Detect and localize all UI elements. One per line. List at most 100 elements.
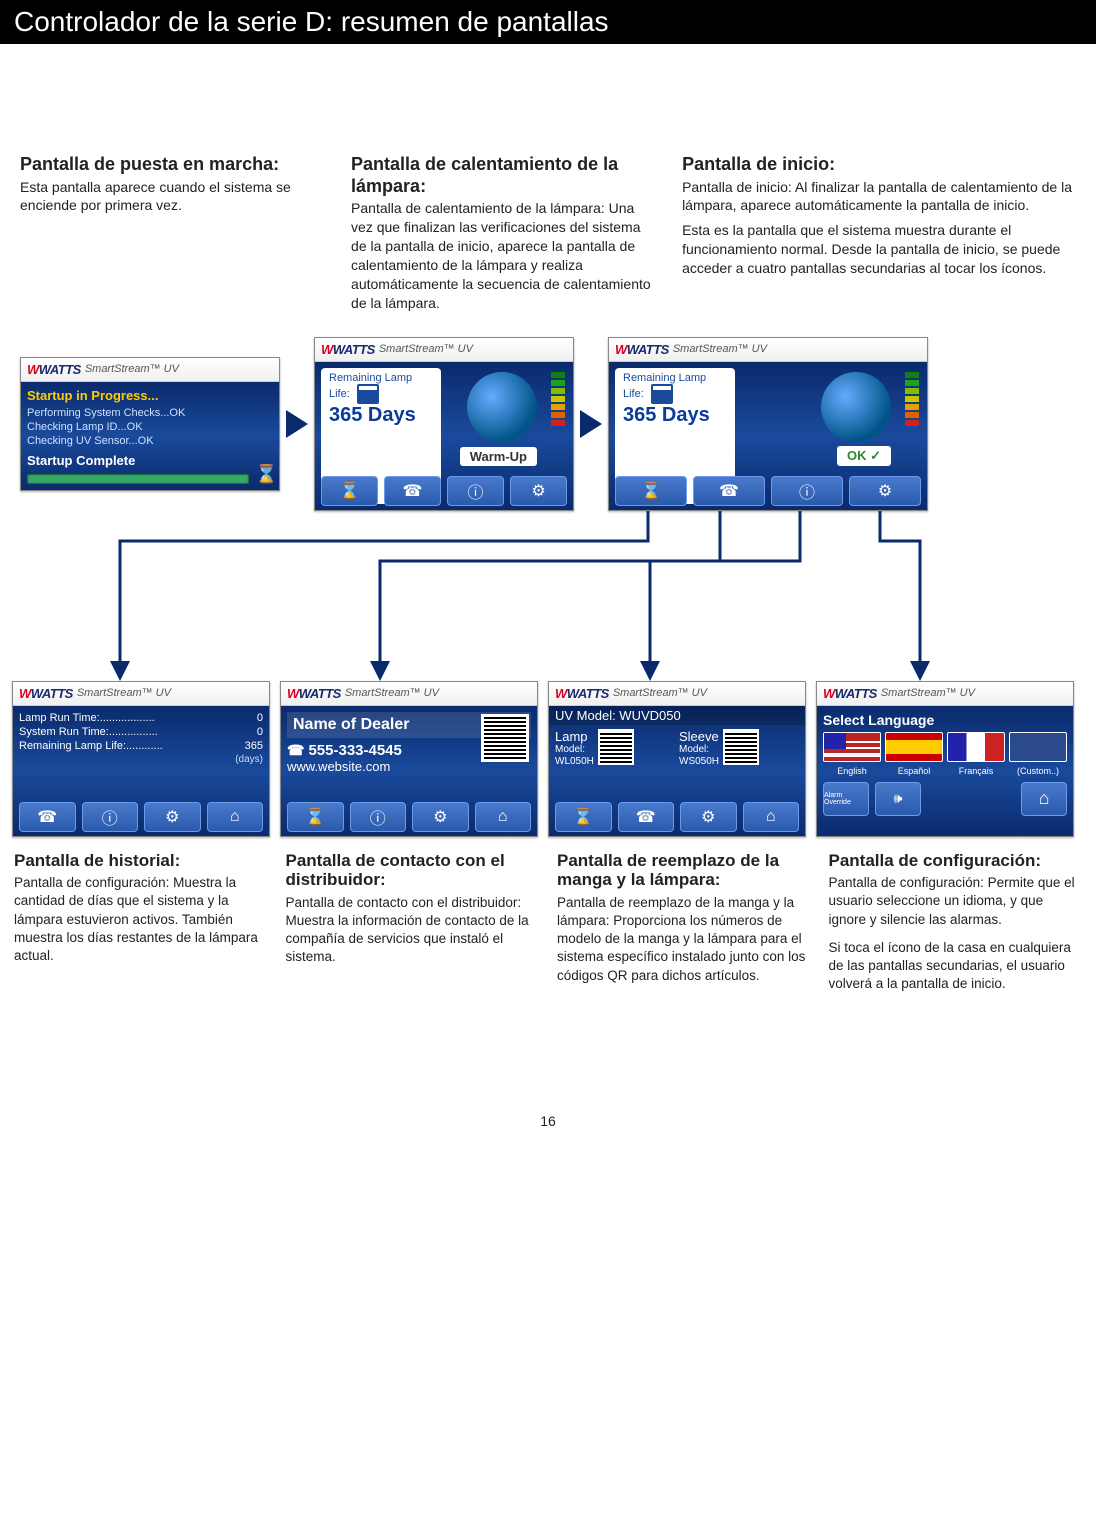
flag-custom[interactable] (1009, 732, 1067, 762)
flag-english[interactable] (823, 732, 881, 762)
home-description: Pantalla de inicio: Pantalla de inicio: … (682, 154, 1076, 319)
history-desc-text: Pantalla de configuración: Muestra la ca… (14, 874, 268, 965)
info-button[interactable]: ⓘ (82, 802, 139, 832)
history-unit: (days) (19, 754, 263, 765)
home-button[interactable]: ⌂ (475, 802, 532, 832)
alarm-override-button[interactable]: Alarm Override (823, 782, 869, 816)
icon-bar: ⌛ ⓘ ⚙ ⌂ (287, 802, 531, 832)
speaker-button[interactable]: 🕪 (875, 782, 921, 816)
startup-line: Checking UV Sensor...OK (27, 435, 273, 447)
progress-bar (27, 474, 249, 484)
history-row: Lamp Run Time:..................0 (19, 712, 263, 724)
history-row: Remaining Lamp Life:............365 (19, 740, 263, 752)
flow-connector-lines (20, 511, 1076, 691)
startup-complete: Startup Complete (27, 453, 273, 468)
startup-line: Checking Lamp ID...OK (27, 421, 273, 433)
hourglass-button[interactable]: ⌛ (321, 476, 378, 506)
startup-description: Pantalla de puesta en marcha: Esta panta… (20, 154, 323, 319)
select-language-title: Select Language (823, 712, 1067, 728)
settings-button[interactable]: ⚙ (849, 476, 921, 506)
screens-row-2: WWATTS SmartStream™ UV Lamp Run Time:...… (0, 681, 1096, 837)
hourglass-icon: ⌛ (255, 464, 273, 486)
product-name: SmartStream™ UV (379, 343, 473, 355)
uv-model-line: UV Model: WUVD050 (549, 706, 805, 725)
globe-icon (467, 372, 537, 442)
settings-button[interactable]: ⚙ (510, 476, 567, 506)
dealer-description: Pantalla de contacto con el distribuidor… (286, 851, 540, 1004)
watts-logo: WWATTS (27, 362, 81, 377)
config-screen-body: Select Language English Español Français… (817, 706, 1073, 836)
calendar-icon (357, 384, 379, 404)
hourglass-button[interactable]: ⌛ (287, 802, 344, 832)
dealer-screen-body: Name of Dealer 555-333-4545 www.website.… (281, 706, 537, 836)
phone-button[interactable]: ☎ (618, 802, 675, 832)
phone-button[interactable]: ☎ (693, 476, 765, 506)
icon-bar: ⌛ ☎ ⚙ ⌂ (555, 802, 799, 832)
settings-button[interactable]: ⚙ (144, 802, 201, 832)
product-name: SmartStream™ UV (85, 363, 179, 375)
uv-desc-text: Pantalla de reemplazo de la manga y la l… (557, 894, 811, 985)
lamp-model-col: LampModel:WL050H (555, 729, 675, 769)
arrow-right-icon (580, 410, 602, 438)
warmup-title: Pantalla de calentamiento de la lámpara: (351, 154, 654, 197)
warmup-description: Pantalla de calentamiento de la lámpara:… (351, 154, 654, 319)
watts-logo: WWATTS (321, 342, 375, 357)
globe-icon (821, 372, 891, 442)
screen-header: WWATTS SmartStream™ UV (315, 338, 573, 362)
warmup-screen-body: Remaining Lamp Life: 365 Days Warm-Up ⌛ … (315, 362, 573, 510)
dealer-screen: WWATTS SmartStream™ UV Name of Dealer 55… (280, 681, 538, 837)
startup-progress-title: Startup in Progress... (27, 388, 273, 403)
hourglass-button[interactable]: ⌛ (615, 476, 687, 506)
warmup-screen: WWATTS SmartStream™ UV Remaining Lamp Li… (314, 337, 574, 511)
icon-bar: ☎ ⓘ ⚙ ⌂ (19, 802, 263, 832)
warmup-text: Pantalla de calentamiento de la lámpara:… (351, 199, 654, 312)
signal-bars (551, 372, 565, 426)
startup-title: Pantalla de puesta en marcha: (20, 154, 323, 176)
settings-button[interactable]: ⚙ (680, 802, 737, 832)
lamp-life-days: 365 Days (329, 404, 433, 427)
home-button[interactable]: ⌂ (743, 802, 800, 832)
product-name: SmartStream™ UV (673, 343, 767, 355)
icon-bar: ⌛ ☎ ⓘ ⚙ (615, 476, 921, 506)
startup-line: Performing System Checks...OK (27, 407, 273, 419)
settings-button[interactable]: ⚙ (412, 802, 469, 832)
uv-desc-title: Pantalla de reemplazo de la manga y la l… (557, 851, 811, 890)
bottom-descriptions-row: Pantalla de historial: Pantalla de confi… (0, 837, 1096, 1004)
info-button[interactable]: ⓘ (350, 802, 407, 832)
phone-button[interactable]: ☎ (384, 476, 441, 506)
icon-bar: ⌛ ☎ ⓘ ⚙ (321, 476, 567, 506)
home-text-1: Pantalla de inicio: Al finalizar la pant… (682, 178, 1076, 216)
config-desc-title: Pantalla de configuración: (829, 851, 1083, 871)
screens-row-1: WWATTS SmartStream™ UV Startup in Progre… (0, 337, 1096, 511)
phone-icon (287, 742, 308, 759)
flag-spanish[interactable] (885, 732, 943, 762)
home-button[interactable]: ⌂ (207, 802, 264, 832)
hourglass-button[interactable]: ⌛ (555, 802, 612, 832)
uv-model-screen-body: UV Model: WUVD050 LampModel:WL050H Sleev… (549, 706, 805, 836)
page-number: 16 (0, 1113, 1096, 1149)
info-button[interactable]: ⓘ (447, 476, 504, 506)
arrow-right-icon (286, 410, 308, 438)
home-button[interactable]: ⌂ (1021, 782, 1067, 816)
history-description: Pantalla de historial: Pantalla de confi… (14, 851, 268, 1004)
qr-code (598, 729, 634, 765)
history-screen: WWATTS SmartStream™ UV Lamp Run Time:...… (12, 681, 270, 837)
phone-button[interactable]: ☎ (19, 802, 76, 832)
top-descriptions-row: Pantalla de puesta en marcha: Esta panta… (20, 154, 1076, 319)
config-description: Pantalla de configuración: Pantalla de c… (829, 851, 1083, 1004)
history-screen-body: Lamp Run Time:..................0 System… (13, 706, 269, 836)
home-screen-body: Remaining Lamp Life: 365 Days OK ✓ ⌛ ☎ ⓘ… (609, 362, 927, 510)
home-title: Pantalla de inicio: (682, 154, 1076, 176)
config-screen: WWATTS SmartStream™ UV Select Language E… (816, 681, 1074, 837)
config-desc-text-2: Si toca el ícono de la casa en cualquier… (829, 939, 1083, 994)
qr-code (723, 729, 759, 765)
qr-code (481, 714, 529, 762)
signal-bars (905, 372, 919, 426)
uv-description: Pantalla de reemplazo de la manga y la l… (557, 851, 811, 1004)
config-desc-text-1: Pantalla de configuración: Permite que e… (829, 874, 1083, 929)
sleeve-model-col: SleeveModel:WS050H (679, 729, 799, 769)
info-button[interactable]: ⓘ (771, 476, 843, 506)
flag-french[interactable] (947, 732, 1005, 762)
status-warmup: Warm-Up (460, 447, 537, 466)
language-flags (823, 732, 1067, 762)
